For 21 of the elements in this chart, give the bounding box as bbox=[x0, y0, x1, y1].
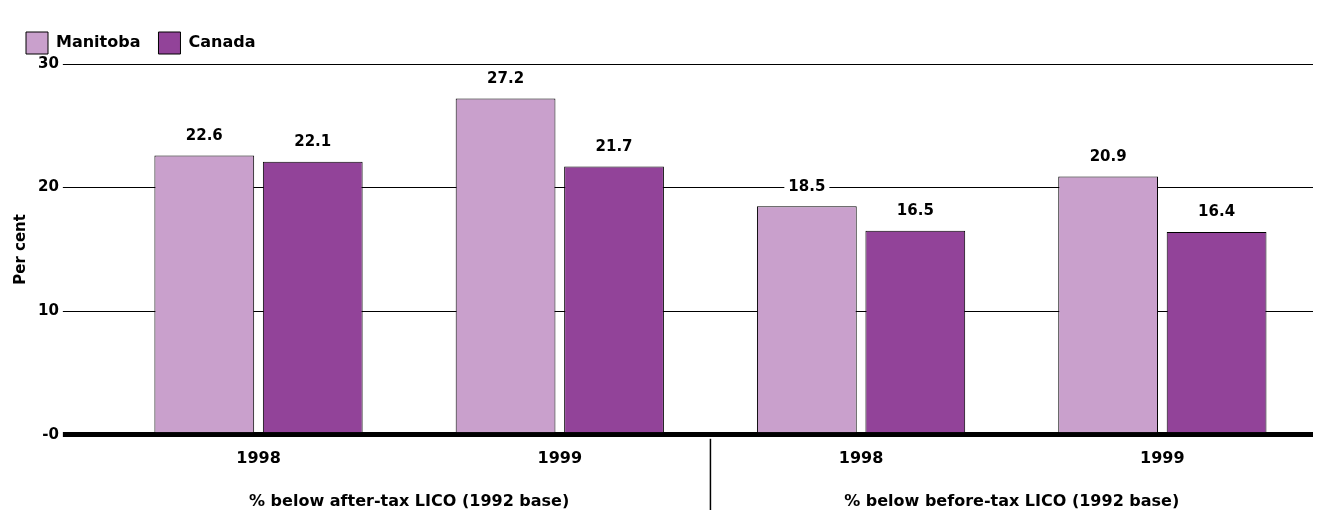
y-tick-label: 10 bbox=[38, 301, 59, 320]
data-label: 21.7 bbox=[595, 136, 633, 155]
data-label: 16.4 bbox=[1198, 202, 1236, 221]
x-tick-label: 1998 bbox=[838, 447, 884, 467]
text: % below after-tax LICO (1992 base) bbox=[249, 491, 570, 510]
data-label: 16.5 bbox=[896, 201, 934, 220]
data-label: 22.6 bbox=[185, 125, 223, 144]
data-label: 20.9 bbox=[1089, 146, 1127, 165]
text: % below before-tax LICO (1992 base) bbox=[844, 491, 1180, 510]
x-tick-label: 1999 bbox=[1140, 447, 1185, 467]
data-label: 18.5 bbox=[788, 176, 826, 195]
x-tick-label: 1998 bbox=[236, 447, 281, 467]
data-label: 22.1 bbox=[294, 132, 332, 151]
y-tick-label: -0 bbox=[42, 424, 59, 443]
x-tick-label: 1999 bbox=[537, 447, 583, 467]
legend-label: Manitoba bbox=[56, 32, 141, 52]
data-label: 27.2 bbox=[487, 69, 525, 87]
y-tick-label: 30 bbox=[38, 53, 59, 72]
y-axis-title: Per cent bbox=[10, 214, 29, 285]
legend-label: Canada bbox=[188, 32, 256, 52]
y-tick-label: 20 bbox=[38, 177, 59, 196]
